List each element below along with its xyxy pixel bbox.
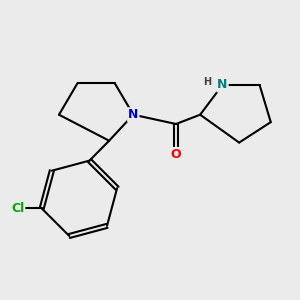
Text: N: N [128,108,139,121]
Text: Cl: Cl [11,202,24,215]
Text: N: N [217,79,228,92]
Text: O: O [171,148,181,161]
Text: H: H [203,77,211,87]
